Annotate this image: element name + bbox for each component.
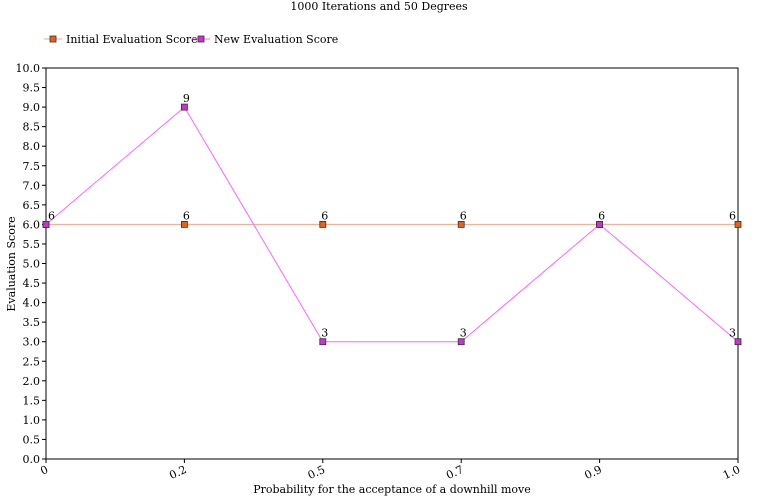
- data-labels: 6 6 6 6 6 6 9 3 3 3: [48, 92, 736, 340]
- y-tick-label: 6.5: [23, 199, 41, 212]
- x-tick-label: 1.0: [721, 463, 742, 482]
- y-tick-label: 1.5: [23, 394, 41, 407]
- data-label: 3: [321, 327, 328, 340]
- legend-marker: [49, 35, 57, 43]
- y-tick-label: 7.0: [23, 179, 41, 192]
- y-tick-label: 8.5: [23, 121, 41, 134]
- y-tick-label: 2.0: [23, 375, 41, 388]
- y-tick-label: 5.0: [23, 258, 41, 271]
- y-tick-label: 1.0: [23, 414, 41, 427]
- y-tick-label: 9.5: [23, 82, 41, 95]
- plot-area: [45, 67, 739, 460]
- data-label: 6: [48, 209, 55, 222]
- data-point: [319, 338, 327, 346]
- data-label: 6: [183, 209, 190, 222]
- y-tick-label: 3.0: [23, 336, 41, 349]
- data-label: 3: [460, 327, 467, 340]
- data-point: [734, 220, 742, 228]
- y-axis-label: Evaluation Score: [5, 216, 18, 311]
- y-tick-label: 0.0: [23, 453, 41, 466]
- data-label: 9: [183, 92, 190, 105]
- data-label: 6: [460, 209, 467, 222]
- y-tick-label: 4.5: [23, 277, 41, 290]
- data-point: [457, 338, 465, 346]
- x-tick-label: 0.5: [306, 463, 327, 482]
- y-tick-label: 10.0: [16, 62, 41, 75]
- legend: Initial Evaluation Score New Evaluation S…: [44, 33, 338, 46]
- data-point: [42, 220, 50, 228]
- x-tick-label: 0.2: [167, 463, 188, 482]
- data-point: [319, 220, 327, 228]
- data-label: 3: [729, 327, 736, 340]
- x-tick-label: 0: [38, 463, 50, 478]
- y-tick-label: 9.0: [23, 101, 41, 114]
- data-point: [596, 220, 603, 228]
- y-tick-label: 4.0: [23, 297, 41, 310]
- x-tick-label: 0.7: [444, 463, 465, 482]
- y-axis: 0.0 0.5 1.0 1.5 2.0 2.5 3.0 3.5 4.0 4.5 5.0 5.5 6.0 6…: [16, 62, 46, 466]
- y-tick-label: 3.5: [23, 316, 41, 329]
- y-tick-label: 6.0: [23, 218, 41, 231]
- y-tick-label: 5.5: [23, 238, 41, 251]
- data-label: 6: [729, 209, 736, 222]
- y-tick-label: 7.5: [23, 160, 41, 173]
- data-point: [734, 338, 742, 346]
- data-label: 6: [598, 209, 605, 222]
- x-axis: 0 0.2 0.5 0.7 0.9 1.0: [38, 459, 742, 482]
- y-tick-label: 2.5: [23, 355, 41, 368]
- x-axis-label: Probability for the acceptance of a down…: [253, 483, 531, 496]
- data-label: 6: [321, 209, 328, 222]
- data-point: [457, 220, 465, 228]
- chart-title: 1000 Iterations and 50 Degrees: [290, 0, 468, 13]
- data-point: [180, 220, 188, 228]
- y-tick-label: 0.5: [23, 433, 41, 446]
- legend-label: Initial Evaluation Score: [66, 33, 198, 46]
- data-point: [180, 103, 188, 111]
- legend-marker: [197, 35, 205, 43]
- series-line: [45, 106, 739, 343]
- x-tick-label: 0.9: [583, 463, 604, 482]
- series-group: [42, 103, 742, 346]
- legend-label: New Evaluation Score: [214, 33, 338, 46]
- y-tick-label: 8.0: [23, 140, 41, 153]
